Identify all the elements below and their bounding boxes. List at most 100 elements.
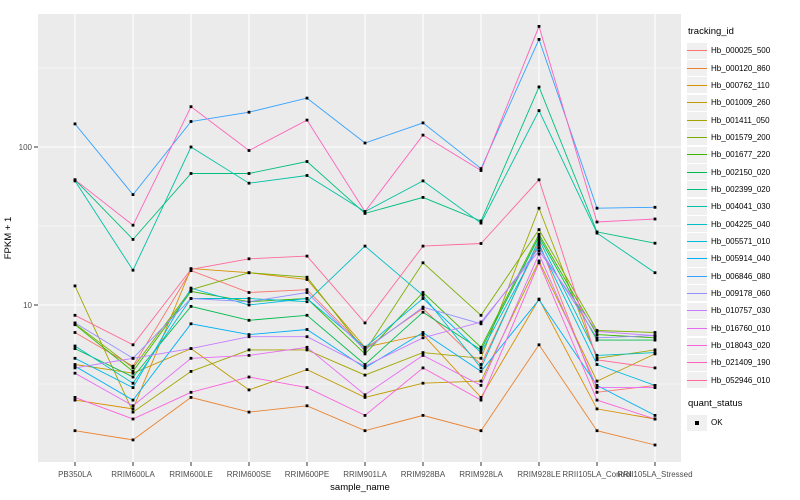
data-point [595,429,599,433]
legend-key [687,414,707,431]
data-point [189,370,193,373]
data-point [131,410,135,414]
legend-key [687,320,707,337]
data-point [363,345,367,349]
legend-color-line [687,223,707,225]
data-point [73,344,77,348]
data-point [73,396,77,399]
data-point [305,174,309,177]
data-point [421,310,425,314]
data-point [595,206,599,210]
data-point [363,364,367,368]
data-point [421,354,425,357]
data-point [653,414,657,417]
legend-item-label: Hb_018043_020 [711,341,771,351]
data-point [363,321,367,325]
legend-key [687,164,707,181]
data-point [595,333,599,336]
data-point [595,384,599,387]
legend-color-line [687,292,707,294]
data-point [189,288,193,292]
data-point [189,290,193,293]
data-point [73,363,77,366]
legend-key [687,181,707,198]
y-axis-title: FPKM + 1 [3,217,14,260]
data-point [479,366,483,370]
x-tick-label: RRIM600LA [111,470,155,479]
data-point [479,345,483,349]
data-point [653,386,657,389]
data-point [421,244,425,248]
data-point [421,133,425,137]
data-point [421,331,425,334]
data-point [421,196,425,199]
data-point [537,38,541,41]
data-point [653,241,657,245]
data-point [305,328,309,331]
legend-item: Hb_010757_030 [687,302,799,319]
legend-key [687,354,707,371]
data-point [479,370,483,373]
data-point [479,351,483,354]
data-point [479,356,483,360]
data-point [305,386,309,389]
legend-item: Hb_016760_010 [687,320,799,337]
legend-item: Hb_001677_220 [687,146,799,163]
data-point [653,348,657,352]
data-point [131,268,135,272]
data-point [131,375,135,379]
data-point [479,348,483,352]
data-point [247,110,251,114]
legend-color-line [687,84,707,86]
ok-square-marker [695,420,699,425]
x-tick-label: RRIM928LA [459,470,503,479]
data-point [421,294,425,297]
data-point [537,259,541,263]
data-point [189,120,193,123]
data-point [73,321,77,325]
y-tick-label: 10 [23,301,32,310]
data-point [189,322,193,326]
data-point [537,109,541,112]
data-point [595,390,599,394]
legend-color-line [687,188,707,190]
data-point [363,366,367,370]
legend-color-line [687,119,707,121]
data-point [305,275,309,279]
legend-item-label: Hb_002399_020 [711,184,771,194]
x-tick-label: RRII105LA_Stressed [617,470,692,479]
data-point [305,96,309,100]
data-point [595,363,599,366]
data-point [537,243,541,247]
x-tick-label: RRIM600SE [227,470,271,479]
data-point [131,238,135,241]
data-point [421,305,425,309]
legend-items-list: Hb_000025_500 Hb_000120_860 Hb_000762_110 H… [687,42,799,389]
legend-color-line [687,136,707,138]
data-point [479,322,483,326]
plot-panel-group: 100 10 PB350LA RRIM600LA RRIM600LE RRIM600SE R… [19,14,693,479]
legend-color-line [687,206,707,208]
data-point [247,300,251,304]
legend-item: Hb_004225_040 [687,215,799,233]
data-point [595,354,599,357]
legend-item-label: Hb_001009_260 [711,98,771,108]
data-point [73,122,77,126]
data-point [479,363,483,366]
legend-item: Hb_001411_050 [687,111,799,129]
data-point [131,438,135,442]
legend-key [687,112,707,129]
data-point [363,348,367,352]
legend-item-label: Hb_000762_110 [711,80,770,90]
legend-item: Hb_000762_110 [687,77,799,94]
data-point [189,390,193,394]
legend-title-quant-status: quant_status [688,397,743,409]
data-point [479,167,483,170]
data-point [189,347,193,350]
legend-key [687,198,707,215]
legend-item-label: Hb_000025_500 [711,46,771,56]
data-point [363,373,367,377]
legend-color-line [687,345,707,347]
y-tick-label: 100 [19,143,33,152]
data-point [189,356,193,360]
